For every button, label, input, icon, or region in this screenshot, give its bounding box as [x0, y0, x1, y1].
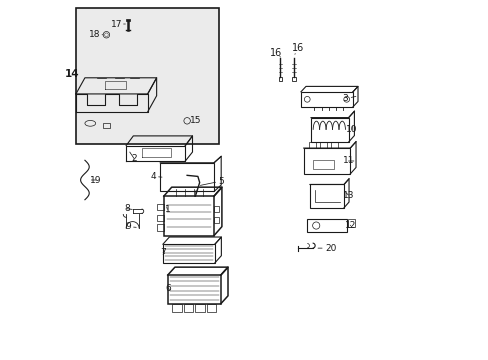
Bar	[156, 204, 163, 211]
Bar	[308, 142, 316, 148]
Bar	[319, 142, 326, 148]
Text: 13: 13	[342, 190, 353, 199]
Bar	[303, 148, 349, 174]
Bar	[195, 305, 204, 312]
Text: 17: 17	[111, 19, 122, 28]
Text: 15: 15	[190, 116, 202, 125]
Bar	[306, 219, 346, 232]
Text: 11: 11	[342, 157, 353, 166]
Text: 20: 20	[317, 244, 336, 253]
Bar	[103, 123, 109, 129]
Bar	[312, 160, 333, 169]
Text: 10: 10	[346, 125, 357, 134]
Text: 16: 16	[291, 43, 304, 53]
Bar	[183, 305, 193, 312]
Text: 8: 8	[124, 204, 132, 213]
Text: 14: 14	[64, 69, 79, 79]
Bar	[172, 305, 182, 312]
Bar	[347, 219, 355, 226]
Bar	[310, 118, 348, 142]
Text: 16: 16	[269, 48, 281, 58]
Text: 1: 1	[164, 205, 170, 214]
Bar	[301, 92, 352, 107]
Text: 7: 7	[160, 248, 165, 257]
Text: 19: 19	[90, 176, 101, 185]
Text: 9: 9	[125, 222, 136, 231]
Text: 18: 18	[89, 30, 101, 39]
Text: 12: 12	[344, 221, 356, 230]
Bar	[156, 215, 163, 221]
Bar	[156, 225, 163, 231]
Bar	[309, 184, 344, 208]
Bar	[206, 305, 216, 312]
Text: 4: 4	[150, 172, 162, 181]
Bar	[167, 275, 221, 304]
Text: 2: 2	[129, 152, 137, 163]
Bar	[330, 142, 337, 148]
Text: 3: 3	[342, 94, 355, 103]
Bar	[278, 77, 282, 81]
Bar	[214, 217, 219, 223]
Bar	[163, 244, 214, 263]
Text: 6: 6	[165, 284, 171, 293]
Bar	[76, 8, 219, 144]
Bar	[126, 19, 129, 22]
Bar	[163, 196, 214, 235]
Text: 5: 5	[200, 176, 224, 185]
Bar	[160, 163, 214, 192]
Bar	[292, 77, 295, 81]
Bar	[214, 206, 219, 212]
